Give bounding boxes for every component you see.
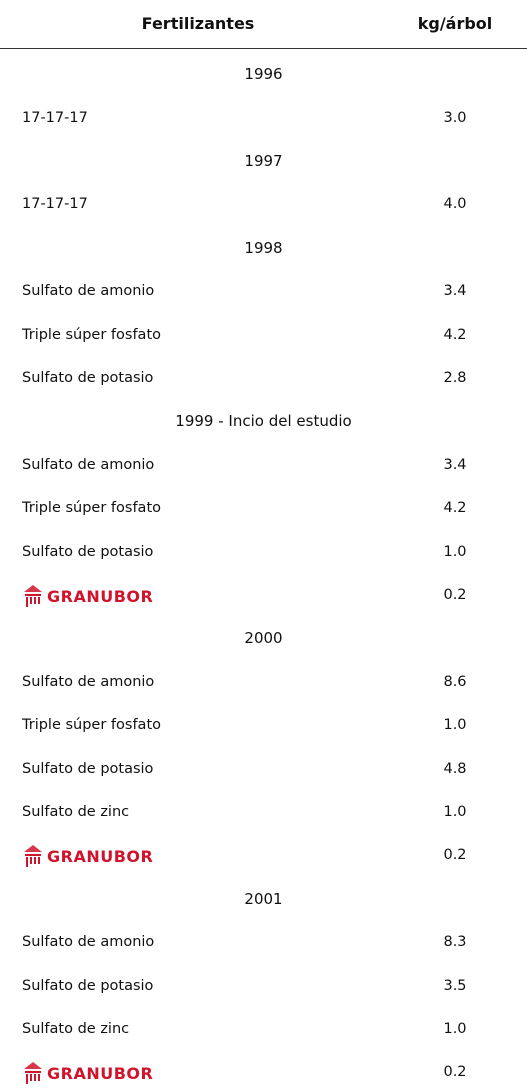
section-title: 2001 [244, 889, 283, 908]
data-row: Sulfato de zinc 1.0 [0, 791, 527, 834]
fertilizer-name: Sulfato de amonio [22, 283, 155, 300]
logo-icon [24, 1062, 42, 1085]
data-row: Sulfato de zinc 1.0 [0, 1008, 527, 1051]
amount: 1.0 [443, 1021, 467, 1037]
data-row: GRANUBOR 0.2 [0, 834, 527, 877]
data-row: Sulfato de amonio 8.6 [0, 661, 527, 704]
section-row: 2001 [0, 878, 527, 921]
data-row: Sulfato de amonio 3.4 [0, 444, 527, 487]
fertilizer-name: Sulfato de zinc [22, 1021, 130, 1037]
section-title: 1999 - Incio del estudio [175, 412, 352, 431]
brand-logo: GRANUBOR [22, 844, 153, 868]
brand-name: GRANUBOR [47, 846, 154, 866]
section-title: 1998 [244, 238, 283, 257]
amount: 1.0 [443, 543, 467, 560]
amount: 4.8 [443, 760, 467, 777]
column-header: kg/árbol [417, 14, 493, 33]
data-row: Sulfato de amonio 3.4 [0, 270, 527, 313]
fertilizer-name: 17-17-17 [22, 196, 88, 213]
amount: 3.5 [443, 977, 467, 994]
fertilizer-name: Sulfato de potasio [22, 370, 154, 386]
data-row: Triple súper fosfato 4.2 [0, 314, 527, 357]
data-row: Sulfato de potasio 3.5 [0, 965, 527, 1008]
section-title: 1996 [244, 65, 283, 84]
fertilizer-name: Sulfato de potasio [22, 543, 154, 560]
amount: 4.0 [443, 196, 467, 213]
amount: 1.0 [443, 717, 467, 734]
amount: 1.0 [443, 804, 467, 820]
fertilizer-name: Sulfato de potasio [22, 760, 154, 777]
data-row: Sulfato de potasio 2.8 [0, 357, 527, 400]
fertilizer-name: Triple súper fosfato [22, 717, 161, 734]
fertilizer-name: Triple súper fosfato [22, 326, 161, 343]
fertilizer-name: Sulfato de amonio [22, 673, 155, 690]
data-row: Sulfato de potasio 4.8 [0, 748, 527, 791]
fertilizer-name: 17-17-17 [22, 109, 88, 126]
fertilizer-name: Sulfato de amonio [22, 934, 155, 951]
data-row: 17-17-17 4.0 [0, 183, 527, 226]
section-row: 1998 [0, 227, 527, 270]
data-row: 17-17-17 3.0 [0, 97, 527, 140]
section-title: 1997 [244, 152, 283, 170]
amount: 2.8 [443, 370, 467, 386]
section-row: 1999 - Incio del estudio [0, 400, 527, 443]
fertilizer-name: Sulfato de amonio [22, 456, 155, 473]
brand-logo: GRANUBOR [22, 1061, 153, 1085]
fertilizer-name: Sulfato de zinc [22, 804, 130, 820]
brand-logo: GRANUBOR [22, 584, 153, 608]
data-row: Sulfato de amonio 8.3 [0, 921, 527, 964]
section-title: 2000 [244, 629, 283, 648]
data-row: GRANUBOR 0.2 [0, 574, 527, 617]
data-row: Sulfato de potasio 1.0 [0, 531, 527, 574]
data-row: Triple súper fosfato 1.0 [0, 704, 527, 747]
section-row: 2000 [0, 617, 527, 660]
amount: 0.2 [443, 587, 467, 603]
amount: 0.2 [443, 1064, 467, 1081]
amount: 3.4 [443, 283, 467, 300]
amount: 4.2 [443, 326, 467, 343]
section-row: 1997 [0, 140, 527, 183]
brand-name: GRANUBOR [47, 1063, 154, 1083]
data-row: Triple súper fosfato 4.2 [0, 487, 527, 530]
fertilizer-name: Triple súper fosfato [22, 500, 161, 517]
section-row: 1996 [0, 53, 527, 96]
amount: 0.2 [443, 847, 467, 864]
amount: 8.3 [443, 934, 467, 951]
fertilizer-name: Sulfato de potasio [22, 977, 154, 994]
amount: 4.2 [443, 500, 467, 517]
logo-icon [24, 845, 42, 868]
header-rule [0, 48, 527, 49]
logo-icon [24, 585, 42, 607]
amount: 8.6 [443, 673, 467, 690]
brand-name: GRANUBOR [47, 586, 154, 606]
data-row: GRANUBOR 0.2 [0, 1051, 527, 1088]
amount: 3.0 [443, 109, 467, 126]
column-header: Fertilizantes [141, 14, 255, 33]
amount: 3.4 [443, 456, 467, 473]
